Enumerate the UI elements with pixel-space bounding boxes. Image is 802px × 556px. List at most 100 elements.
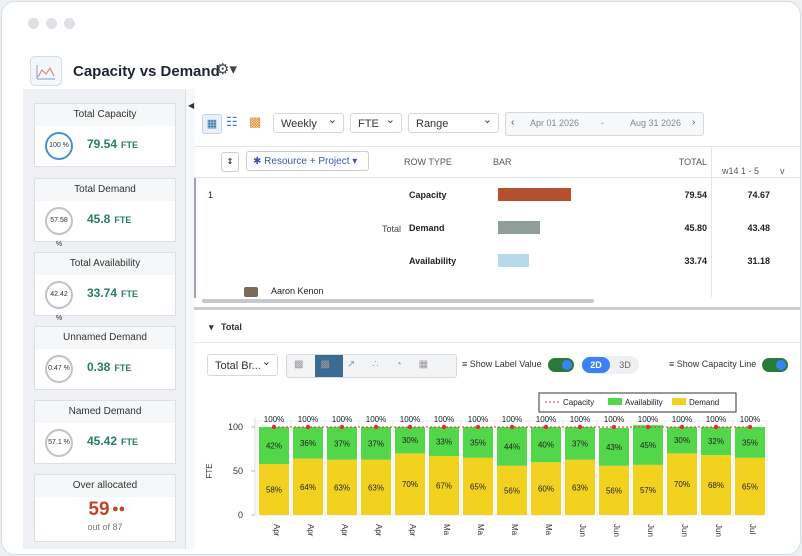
bar-value-label: 32% [708, 437, 724, 446]
avatar [244, 287, 258, 297]
row-bar [498, 221, 541, 234]
group-label: Resource + Project [264, 156, 350, 167]
bar-segment [361, 459, 391, 515]
mode-3d[interactable]: 3D [619, 360, 631, 370]
kpi-unit: FTE [114, 363, 132, 373]
scrollbar[interactable] [202, 299, 594, 303]
capacity-label: 100% [536, 415, 556, 424]
capacity-label: 100% [264, 415, 284, 424]
bar-value-label: 45% [640, 441, 656, 450]
kpi-value: 45.8 FTE [87, 212, 132, 226]
panel-splitter[interactable]: ◀ [185, 89, 195, 549]
bar-value-label: 65% [742, 482, 758, 491]
bar-value-label: 67% [436, 482, 452, 491]
row-bar [498, 188, 572, 201]
x-tick-label: Ma [442, 524, 451, 536]
row-type: Demand [409, 223, 445, 233]
over-allocated-value: 59 [88, 499, 110, 520]
column-header: ROW TYPE [404, 157, 452, 167]
sort-button[interactable]: ⇕ [221, 152, 239, 172]
bar-value-label: 30% [674, 436, 690, 445]
capacity-label: 100% [468, 415, 488, 424]
row-bar [498, 254, 530, 267]
grid-table: ⇕ ✱ Resource + Project ▾ ROW TYPE BAR TO… [194, 146, 800, 305]
chart-view-button[interactable]: ▩ [249, 114, 262, 129]
over-allocated-subtitle: out of 87 [87, 522, 123, 532]
legend-swatch [672, 398, 686, 405]
bar-value-label: 56% [504, 486, 520, 495]
kpi-card: Total Capacity 100 % 79.54 FTE [34, 103, 176, 167]
start-date: Apr 01 2026 [530, 118, 580, 128]
chart-type-selected[interactable] [315, 355, 343, 377]
y-tick-label: 100 [228, 422, 243, 432]
bar-value-label: 40% [538, 441, 554, 450]
date-range[interactable]: ‹ Apr 01 2026 - Aug 31 2026 › [505, 112, 704, 136]
capacity-label: 100% [332, 415, 352, 424]
period-select[interactable]: Weekly [273, 110, 344, 133]
row-type: Availability [409, 256, 457, 266]
bar-segment [565, 459, 595, 515]
label-toggle[interactable] [548, 358, 574, 372]
bar-value-label: 70% [674, 480, 690, 489]
bar-segment [293, 458, 323, 515]
row-week: 74.67 [747, 190, 770, 200]
kpi-value: 45.42 FTE [87, 434, 139, 448]
bar-value-label: 57% [640, 486, 656, 495]
kpi-title: Total Demand [35, 179, 175, 201]
bar-segment [599, 427, 629, 466]
x-tick-label: Jun [714, 524, 723, 537]
layout-button[interactable]: ▦ [202, 114, 222, 134]
legend-label: Availability [625, 398, 663, 407]
bar-segment [259, 427, 289, 464]
measure-select[interactable]: FTE [350, 110, 402, 133]
mode-switch: 2D 3D [581, 356, 639, 374]
bar-value-label: 63% [572, 483, 588, 492]
row-total: 79.54 [684, 190, 707, 200]
x-tick-label: Apr [374, 524, 383, 537]
over-allocated-icon: ●● [112, 503, 126, 515]
bar-segment [667, 427, 697, 454]
section-header[interactable]: ▾ Total [209, 322, 242, 332]
bar-segment [429, 456, 459, 515]
grid-view-button[interactable]: ☷ [226, 114, 238, 129]
capacity-label: 100% [434, 415, 454, 424]
group-select[interactable]: ✱ Resource + Project ▾ [246, 151, 369, 171]
bar-value-label: 37% [334, 439, 350, 448]
mode-2d[interactable]: 2D [582, 357, 610, 373]
capacity-label: 100% [706, 415, 726, 424]
bar-value-label: 65% [470, 482, 486, 491]
bar-value-label: 60% [538, 485, 554, 494]
section-title: Total [221, 322, 242, 332]
settings-button[interactable]: ⚙▾ [216, 61, 237, 78]
row-number: 1 [208, 190, 214, 200]
x-tick-label: Apr [340, 524, 349, 537]
legend-label: Capacity [563, 398, 594, 407]
capacity-toggle-text: ≡ Show Capacity Line [669, 359, 757, 369]
range-select[interactable]: Range [408, 110, 499, 133]
capacity-label: 100% [298, 415, 318, 424]
kpi-percent: 0.47 % [45, 355, 73, 383]
window-dot [64, 18, 75, 29]
capacity-label: 100% [604, 415, 624, 424]
over-allocated-title: Over allocated [35, 475, 175, 497]
window-dot [46, 18, 57, 29]
bar-segment [701, 455, 731, 515]
end-date: Aug 31 2026 [630, 118, 682, 128]
capacity-toggle[interactable] [762, 358, 788, 372]
bar-value-label: 35% [742, 438, 758, 447]
kpi-title: Total Capacity [35, 104, 175, 126]
column-header: BAR [493, 157, 512, 167]
bar-value-label: 68% [708, 481, 724, 490]
kpi-card: Named Demand 57.1 % 45.42 FTE [34, 400, 176, 464]
pane-divider[interactable] [194, 307, 800, 310]
bar-segment [667, 453, 697, 515]
bar-value-label: 37% [572, 439, 588, 448]
kpi-title: Named Demand [35, 401, 175, 423]
bar-segment [463, 457, 493, 515]
legend-swatch [608, 398, 622, 405]
kpi-panel: Total Capacity 100 % 79.54 FTE Total Demand 5… [23, 89, 185, 549]
legend-label: Demand [689, 398, 719, 407]
page-title: Capacity vs Demand [73, 63, 220, 80]
view-select[interactable]: Total Br... [207, 351, 278, 376]
bar-segment [599, 465, 629, 515]
